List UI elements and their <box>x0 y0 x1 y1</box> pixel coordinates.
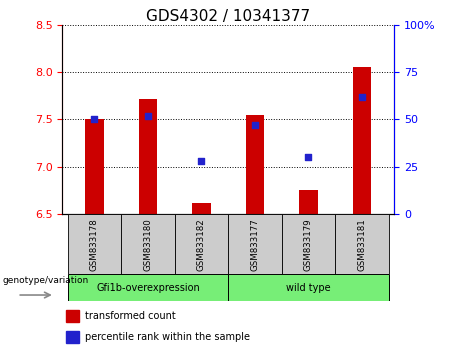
Text: GSM833178: GSM833178 <box>90 218 99 271</box>
Text: GSM833180: GSM833180 <box>143 218 153 271</box>
Text: GSM833179: GSM833179 <box>304 218 313 270</box>
Bar <box>68 274 228 301</box>
Bar <box>353 67 372 214</box>
Point <box>305 154 312 160</box>
Bar <box>175 214 228 274</box>
Bar <box>138 99 157 214</box>
Text: GSM833182: GSM833182 <box>197 218 206 271</box>
Point <box>358 94 366 99</box>
Text: Gfi1b-overexpression: Gfi1b-overexpression <box>96 282 200 293</box>
Bar <box>282 214 335 274</box>
Point <box>198 158 205 164</box>
Text: GSM833181: GSM833181 <box>358 218 366 271</box>
Bar <box>335 214 389 274</box>
Bar <box>68 214 121 274</box>
Text: GSM833177: GSM833177 <box>250 218 260 271</box>
Point <box>251 122 259 128</box>
Text: transformed count: transformed count <box>85 311 176 321</box>
Bar <box>228 214 282 274</box>
Bar <box>65 331 79 343</box>
Bar <box>192 203 211 214</box>
Point <box>144 113 152 119</box>
Text: percentile rank within the sample: percentile rank within the sample <box>85 332 250 342</box>
Bar <box>246 115 264 214</box>
Bar <box>65 310 79 322</box>
Point <box>91 116 98 122</box>
Text: wild type: wild type <box>286 282 331 293</box>
Bar <box>228 274 389 301</box>
Bar <box>85 119 104 214</box>
Text: genotype/variation: genotype/variation <box>3 276 89 285</box>
Title: GDS4302 / 10341377: GDS4302 / 10341377 <box>146 8 310 24</box>
Bar <box>121 214 175 274</box>
Bar <box>299 190 318 214</box>
